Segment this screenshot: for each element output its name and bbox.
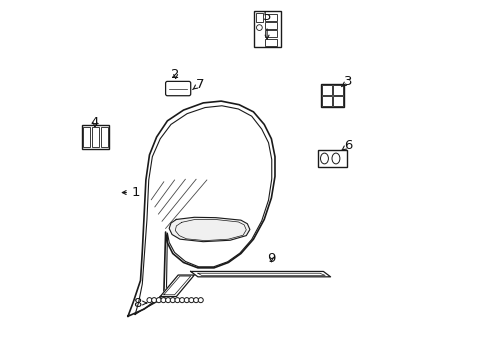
Bar [254,12,281,47]
Ellipse shape [331,153,339,164]
Text: 8: 8 [132,297,146,310]
Bar [321,85,332,95]
Bar [321,96,332,106]
Bar [255,13,263,22]
Text: 7: 7 [192,78,203,91]
Bar [265,22,277,30]
Bar [265,14,277,21]
FancyBboxPatch shape [165,81,190,96]
Polygon shape [169,217,249,242]
Bar [265,39,277,45]
Bar [332,96,343,106]
Text: 9: 9 [266,252,275,265]
Bar [265,31,277,37]
Circle shape [147,298,152,303]
Circle shape [193,298,198,303]
Circle shape [188,298,194,303]
Bar [82,125,109,149]
Circle shape [179,298,184,303]
Polygon shape [160,275,194,297]
Bar [320,84,344,107]
Text: 4: 4 [91,116,99,129]
Polygon shape [190,271,330,277]
Text: 2: 2 [171,68,180,81]
Bar [317,150,346,167]
Circle shape [184,298,189,303]
Circle shape [256,25,262,31]
Circle shape [175,298,180,303]
Bar [332,85,343,95]
Text: 6: 6 [341,139,352,152]
Circle shape [151,298,156,303]
Text: 5: 5 [263,10,271,39]
Text: 1: 1 [122,186,140,199]
Ellipse shape [320,153,328,164]
Text: 3: 3 [341,75,352,88]
Circle shape [161,298,165,303]
Circle shape [165,298,170,303]
Bar [83,127,90,147]
Circle shape [156,298,161,303]
Bar [92,127,99,147]
Circle shape [198,298,203,303]
Circle shape [170,298,175,303]
Bar [101,127,108,147]
